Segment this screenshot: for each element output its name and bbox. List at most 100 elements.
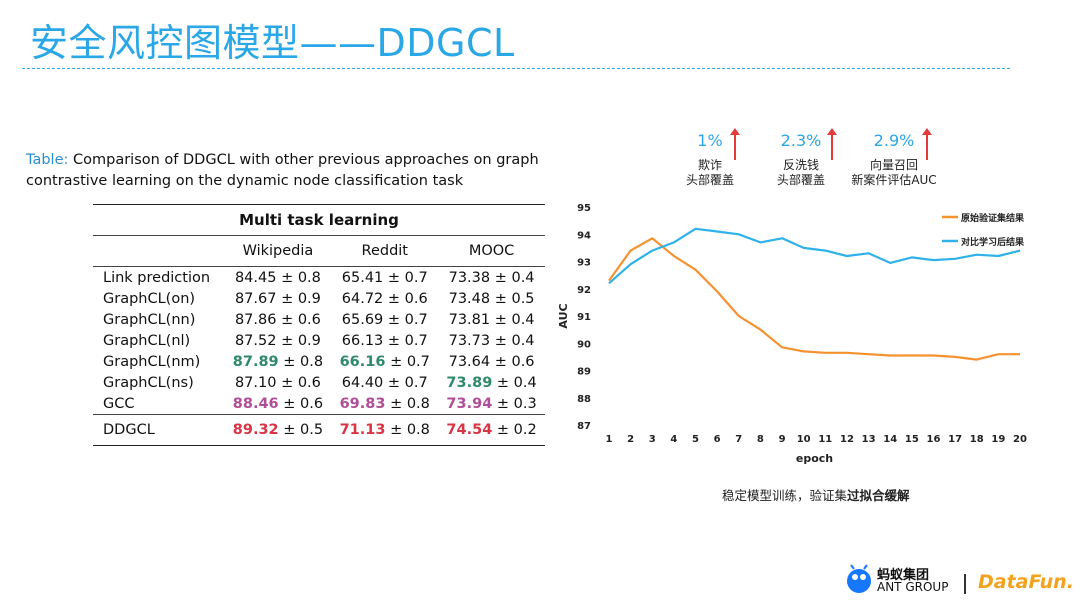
- score-value: 66.13: [341, 332, 384, 349]
- improvement-annotation: 2.9% 向量召回 新案件评估AUC: [834, 128, 954, 188]
- series-line: [608, 237, 1020, 361]
- ant-group-logo: 蚂蚁集团 ANT GROUP: [845, 564, 948, 598]
- table-group-header: Multi task learning: [93, 204, 545, 236]
- score-cell: 73.94 ± 0.3: [438, 393, 545, 415]
- method-name: GraphCL(nn): [103, 311, 196, 328]
- score-std: ± 0.7: [387, 374, 428, 391]
- y-tick-label: 93: [577, 258, 591, 269]
- score-value: 73.38: [448, 269, 491, 286]
- up-arrow-icon: [922, 128, 932, 160]
- score-std: ± 0.6: [387, 290, 428, 307]
- x-axis-label: epoch: [796, 452, 833, 465]
- x-tick-label: 6: [714, 434, 721, 445]
- improvement-desc-2: 头部覆盖: [776, 173, 825, 187]
- table-header-method: [93, 235, 225, 267]
- score-value: 74.54: [446, 422, 493, 438]
- score-value: 87.89: [232, 353, 279, 370]
- improvement-desc-2: 新案件评估AUC: [851, 173, 937, 187]
- score-std: ± 0.7: [387, 311, 428, 328]
- score-std: ± 0.8: [390, 395, 430, 412]
- x-tick-label: 3: [649, 434, 656, 445]
- score-value: 73.64: [448, 353, 491, 370]
- up-arrow-icon: [827, 128, 837, 160]
- score-std: ± 0.7: [387, 269, 428, 286]
- score-cell: 65.69 ± 0.7: [331, 309, 438, 330]
- score-value: 87.10: [234, 374, 277, 391]
- chart-caption-bold: 过拟合缓解: [847, 488, 910, 503]
- series-line: [608, 227, 1021, 285]
- score-value: 73.94: [446, 395, 493, 412]
- score-value: 84.45: [234, 269, 277, 286]
- improvement-pct: 2.9%: [873, 131, 915, 150]
- improvement-pct: 2.3%: [780, 131, 822, 150]
- method-name: GraphCL(on): [103, 290, 196, 307]
- score-std: ± 0.4: [494, 269, 535, 286]
- score-std: ± 0.6: [281, 374, 321, 391]
- score-cell: 71.13 ± 0.8: [331, 414, 439, 446]
- y-tick-label: 87: [577, 421, 591, 432]
- score-std: ± 0.6: [494, 353, 535, 370]
- score-std: ± 0.9: [281, 332, 321, 349]
- score-std: ± 0.5: [494, 290, 535, 307]
- score-std: ± 0.8: [390, 422, 430, 438]
- x-tick-label: 2: [627, 434, 634, 445]
- legend-label: 对比学习后结果: [961, 236, 1025, 248]
- score-value: 73.81: [448, 311, 491, 328]
- score-value: 73.73: [448, 332, 491, 349]
- x-tick-label: 12: [840, 434, 854, 445]
- score-value: 66.16: [339, 353, 386, 370]
- x-tick-label: 5: [692, 434, 699, 445]
- score-std: ± 0.4: [494, 311, 535, 328]
- score-std: ± 0.4: [494, 332, 535, 349]
- ant-logo-en: ANT GROUP: [877, 580, 949, 594]
- x-tick-label: 4: [670, 434, 677, 445]
- score-cell: 73.64 ± 0.6: [438, 351, 545, 372]
- score-value: 89.32: [232, 422, 279, 438]
- method-name: GraphCL(ns): [103, 374, 194, 391]
- x-tick-label: 9: [779, 434, 786, 445]
- y-tick-label: 88: [577, 394, 591, 405]
- improvement-desc-1: 向量召回: [869, 158, 918, 172]
- up-arrow-icon: [730, 128, 740, 160]
- table-row: GCC 88.46 ± 0.6 69.83 ± 0.8 73.94 ± 0.3: [93, 393, 545, 415]
- table-row: GraphCL(ns) 87.10 ± 0.6 64.40 ± 0.7 73.89 ±…: [93, 372, 545, 393]
- ant-logo-icon: [847, 564, 871, 593]
- score-cell: 89.32 ± 0.5: [224, 414, 332, 446]
- score-std: ± 0.4: [496, 374, 537, 391]
- table-caption: Table: Comparison of DDGCL with other pr…: [26, 150, 556, 192]
- score-value: 65.69: [341, 311, 384, 328]
- improvement-desc-2: 头部覆盖: [685, 173, 734, 187]
- score-cell: 87.52 ± 0.9: [225, 330, 332, 351]
- table-row: GraphCL(on) 87.67 ± 0.9 64.72 ± 0.6 73.48 ±…: [93, 288, 545, 309]
- score-std: ± 0.3: [496, 395, 537, 412]
- score-cell: 87.89 ± 0.8: [225, 351, 332, 372]
- title-divider: [22, 68, 1010, 69]
- score-std: ± 0.5: [283, 422, 324, 438]
- score-cell: 88.46 ± 0.6: [225, 393, 332, 415]
- score-value: 73.48: [448, 290, 491, 307]
- score-cell: 73.81 ± 0.4: [438, 309, 545, 330]
- score-value: 71.13: [339, 422, 386, 438]
- x-tick-label: 11: [818, 434, 832, 445]
- method-name: Link prediction: [103, 269, 211, 286]
- method-name: GCC: [103, 395, 135, 412]
- table-caption-text: Comparison of DDGCL with other previous …: [26, 152, 539, 189]
- improvement-desc-1: 反洗钱: [782, 158, 819, 172]
- improvement-annotation: 2.3% 反洗钱 头部覆盖: [741, 128, 861, 188]
- x-tick-label: 18: [970, 434, 984, 445]
- x-tick-label: 15: [905, 434, 919, 445]
- y-axis-label: AUC: [557, 303, 570, 328]
- score-std: ± 0.6: [281, 311, 321, 328]
- y-tick-label: 92: [577, 285, 591, 296]
- table-header-reddit: Reddit: [331, 235, 439, 267]
- datafun-logo: DataFun.: [978, 571, 1074, 593]
- table-row: DDGCL 89.32 ± 0.5 71.13 ± 0.8 74.54 ± 0.2: [93, 414, 545, 446]
- y-tick-label: 91: [577, 312, 591, 323]
- score-cell: 87.10 ± 0.6: [225, 372, 332, 393]
- score-value: 87.67: [234, 290, 277, 307]
- table-row: GraphCL(nn) 87.86 ± 0.6 65.69 ± 0.7 73.81 ±…: [93, 309, 545, 330]
- x-tick-label: 20: [1013, 434, 1027, 445]
- score-std: ± 0.7: [390, 353, 430, 370]
- score-cell: 73.89 ± 0.4: [438, 372, 545, 393]
